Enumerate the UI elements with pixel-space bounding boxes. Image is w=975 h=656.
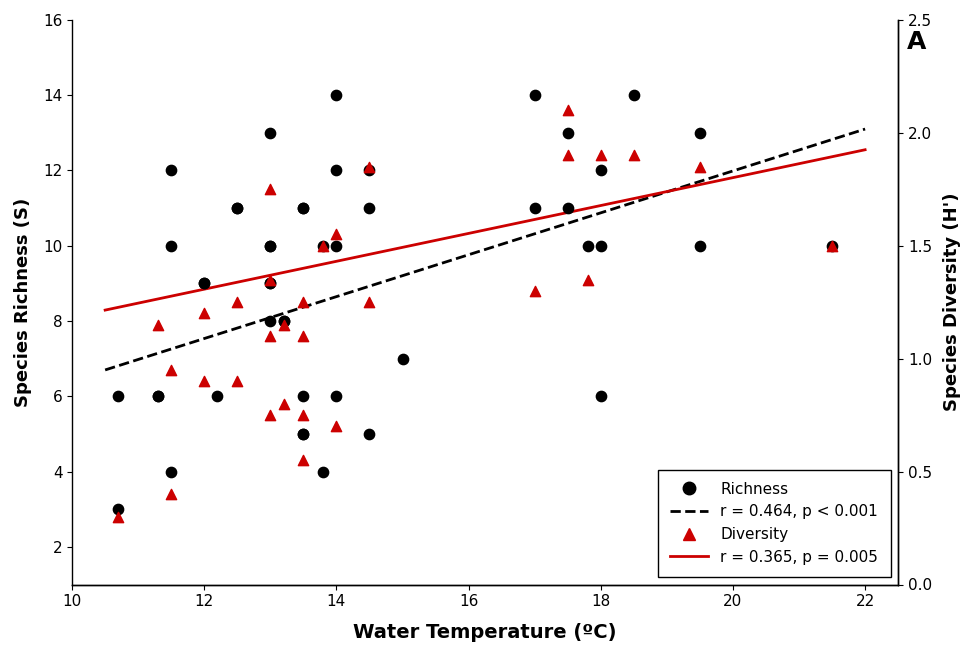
Point (362, 165, 377, 176)
Point (150, 391, 166, 401)
Point (262, 241, 278, 251)
Legend: Richness, r = 0.464, p < 0.001, Diversity, r = 0.365, p = 0.005: Richness, r = 0.464, p < 0.001, Diversit… (658, 470, 890, 577)
Point (395, 354, 410, 364)
Point (276, 399, 292, 409)
Point (295, 428, 311, 439)
Point (593, 391, 608, 401)
Point (164, 466, 179, 477)
Point (295, 331, 311, 341)
Point (262, 278, 278, 289)
Point (526, 203, 542, 213)
Point (626, 90, 642, 100)
Point (692, 241, 708, 251)
Point (229, 376, 245, 386)
Point (262, 241, 278, 251)
Point (295, 455, 311, 466)
Point (560, 150, 575, 161)
Point (329, 241, 344, 251)
Point (824, 241, 839, 251)
Point (580, 241, 596, 251)
Point (197, 308, 213, 319)
Point (593, 165, 608, 176)
Point (692, 127, 708, 138)
Point (229, 297, 245, 308)
Point (526, 90, 542, 100)
Point (150, 391, 166, 401)
Text: A: A (907, 30, 926, 54)
Point (593, 150, 608, 161)
Point (560, 127, 575, 138)
Point (164, 489, 179, 499)
Point (262, 316, 278, 326)
Point (164, 241, 179, 251)
Point (262, 331, 278, 341)
Point (526, 285, 542, 296)
Point (262, 410, 278, 420)
Point (276, 319, 292, 330)
Point (295, 203, 311, 213)
Point (150, 319, 166, 330)
Point (626, 150, 642, 161)
Point (276, 316, 292, 326)
Point (362, 203, 377, 213)
Point (316, 241, 332, 251)
Point (229, 203, 245, 213)
Point (316, 466, 332, 477)
Point (210, 391, 225, 401)
Point (229, 203, 245, 213)
Point (197, 278, 213, 289)
Point (164, 365, 179, 375)
Point (560, 105, 575, 115)
Point (329, 229, 344, 239)
Y-axis label: Species Richness (S): Species Richness (S) (14, 197, 32, 407)
X-axis label: Water Temperature (ºC): Water Temperature (ºC) (353, 623, 617, 642)
Point (295, 410, 311, 420)
Point (164, 165, 179, 176)
Point (362, 161, 377, 172)
Point (276, 316, 292, 326)
Point (329, 391, 344, 401)
Point (110, 512, 126, 522)
Point (110, 391, 126, 401)
Point (362, 428, 377, 439)
Point (329, 421, 344, 432)
Point (295, 428, 311, 439)
Point (262, 278, 278, 289)
Point (197, 278, 213, 289)
Point (692, 161, 708, 172)
Point (110, 504, 126, 514)
Y-axis label: Species Diversity (H'): Species Diversity (H') (943, 193, 961, 411)
Point (262, 184, 278, 195)
Point (580, 274, 596, 285)
Point (295, 391, 311, 401)
Point (295, 297, 311, 308)
Point (593, 241, 608, 251)
Point (262, 127, 278, 138)
Point (329, 165, 344, 176)
Point (329, 90, 344, 100)
Point (295, 203, 311, 213)
Point (824, 241, 839, 251)
Point (262, 274, 278, 285)
Point (560, 203, 575, 213)
Point (362, 297, 377, 308)
Point (197, 376, 213, 386)
Point (316, 241, 332, 251)
